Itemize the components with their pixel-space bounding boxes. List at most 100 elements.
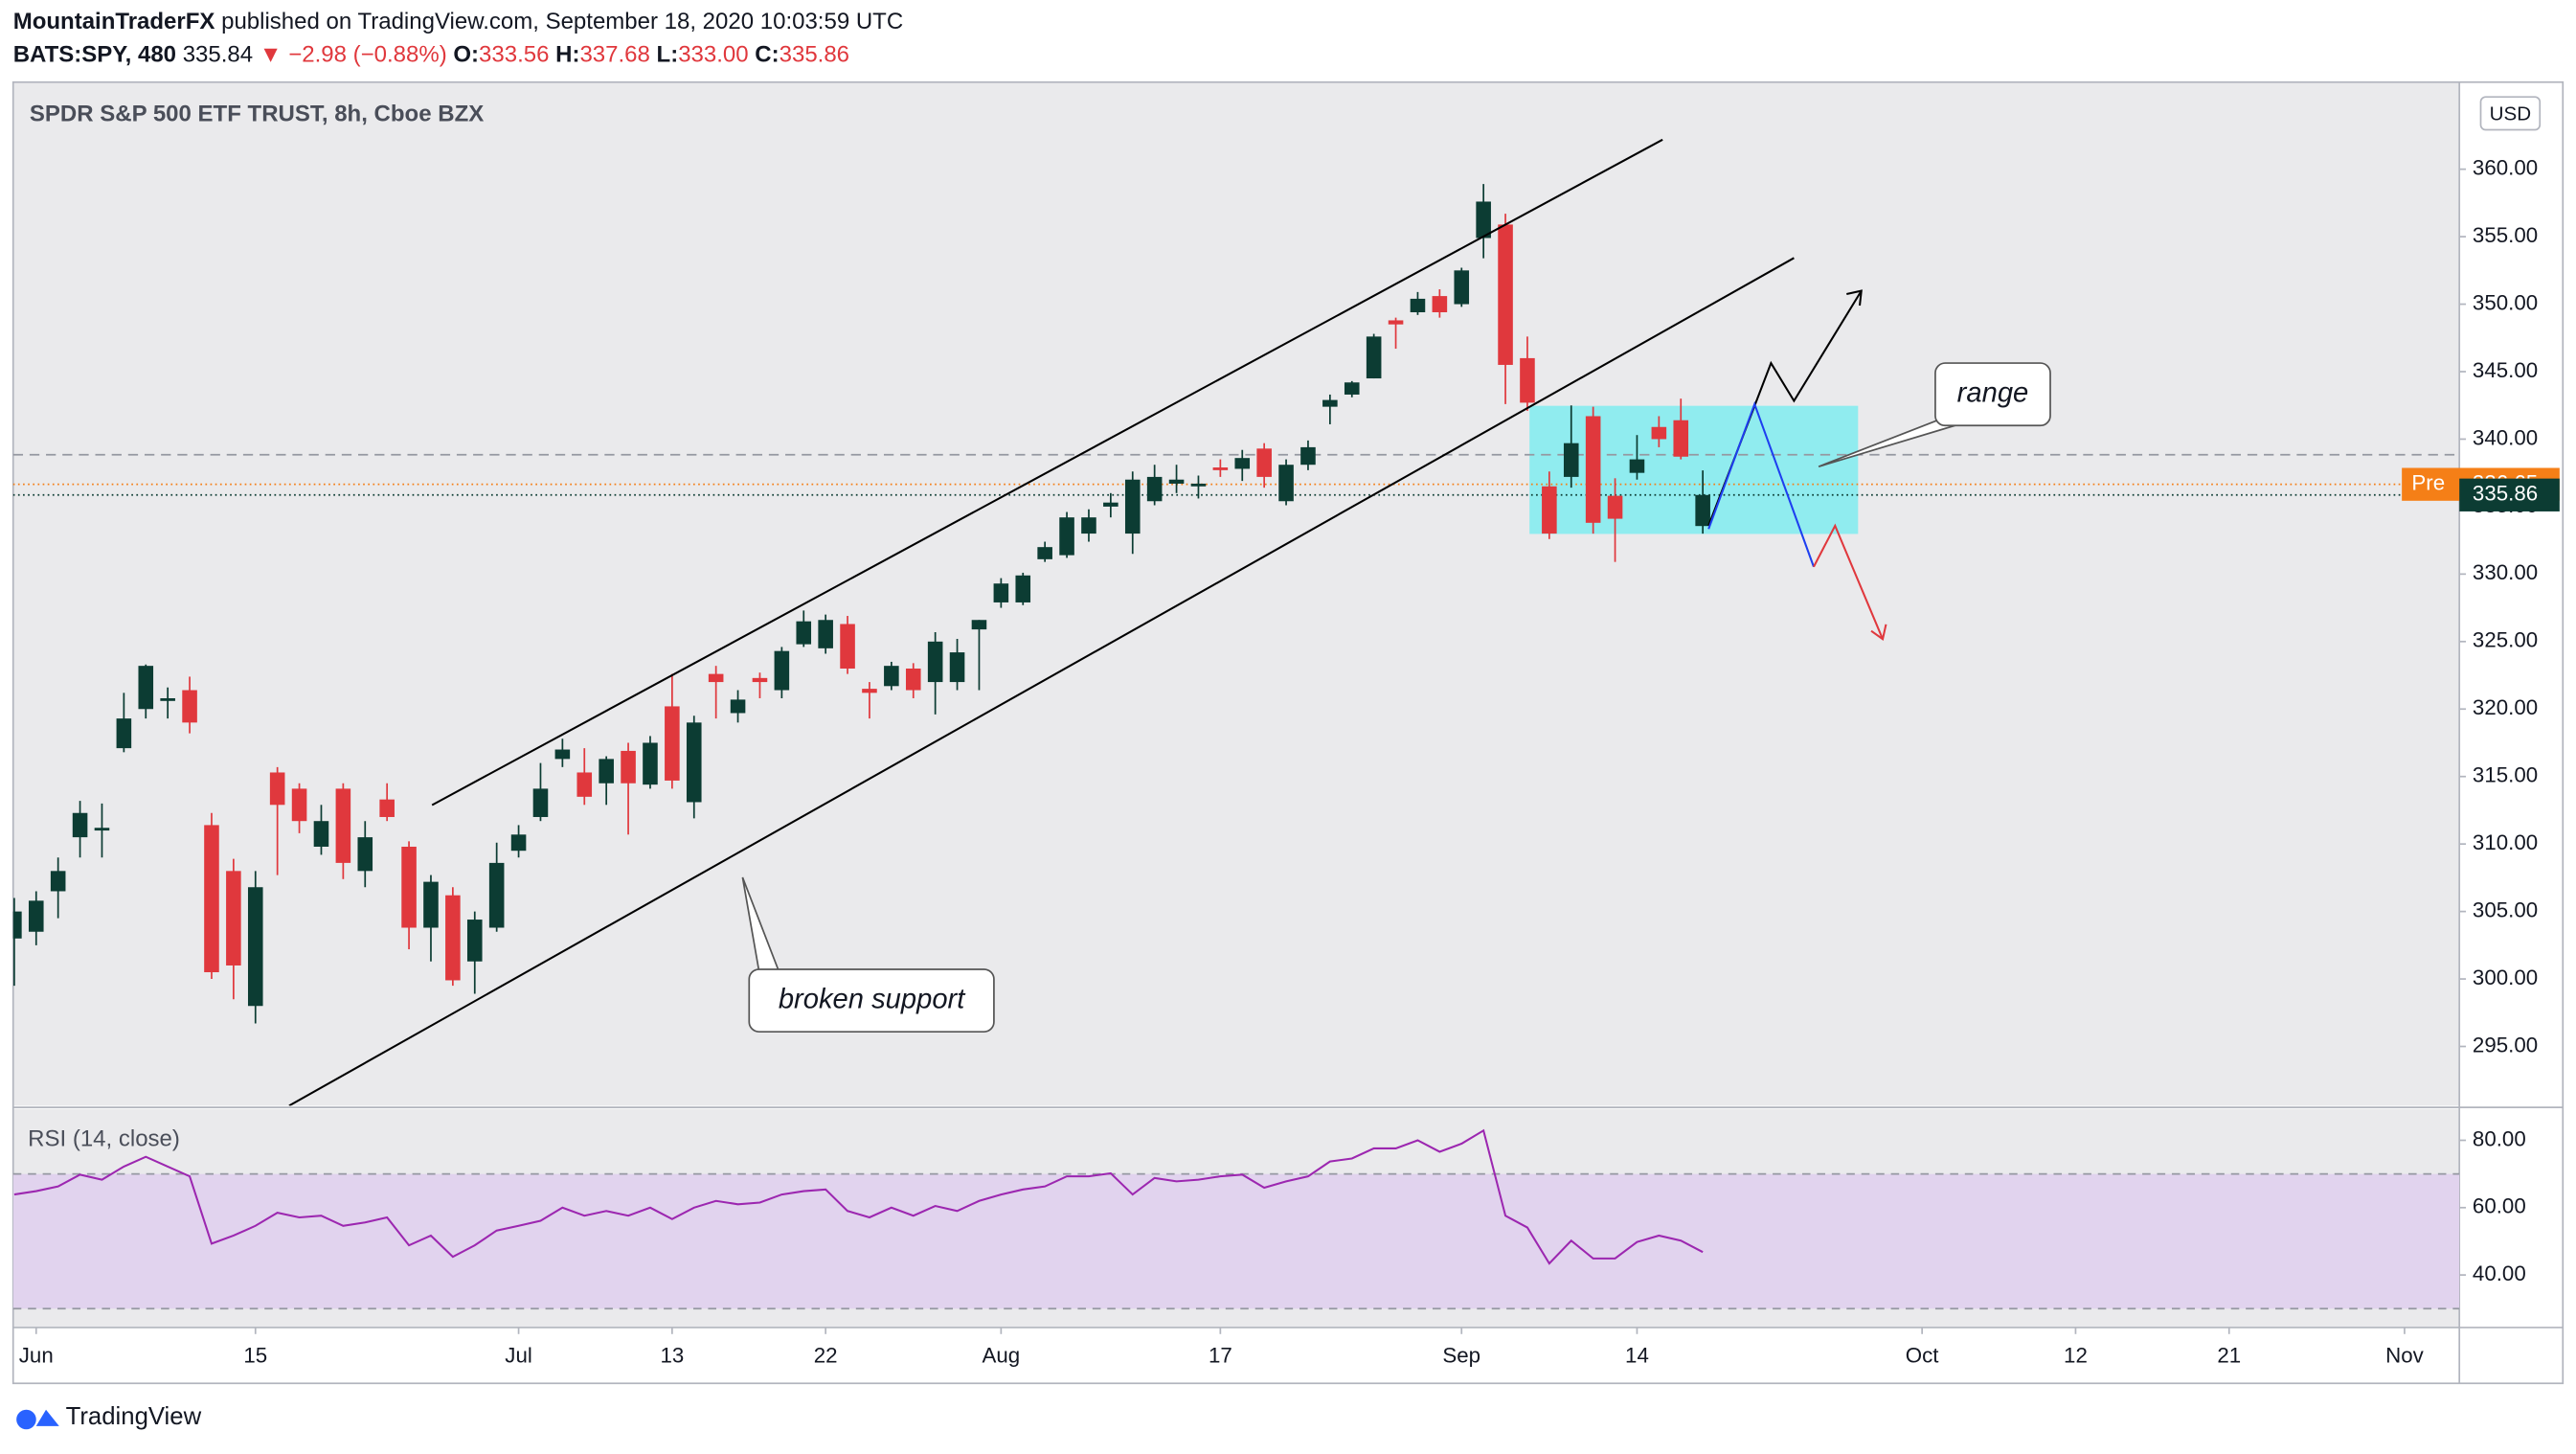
y-tick-label: 330.00 — [2473, 560, 2538, 584]
candle-body — [1059, 517, 1074, 556]
candle-body — [1081, 517, 1096, 534]
arrowhead — [1870, 624, 1887, 641]
candle-body — [1410, 298, 1426, 313]
y-tick-label: 355.00 — [2473, 223, 2538, 247]
y-tick-label: 360.00 — [2473, 156, 2538, 180]
candle-body — [466, 920, 483, 962]
price-label-name: Pre — [2411, 471, 2445, 495]
chart-title: SPDR S&P 500 ETF TRUST, 8h, Cboe BZX — [30, 101, 484, 126]
last: 335.84 — [183, 42, 253, 68]
candle-body — [621, 750, 636, 784]
rsi-band — [12, 1173, 2460, 1309]
x-tick-label: 13 — [660, 1344, 684, 1368]
candle-body — [1542, 486, 1557, 534]
candle-body — [160, 697, 175, 701]
y-tick-label: 310.00 — [2473, 830, 2538, 854]
candle-body — [28, 900, 44, 932]
x-tick-label: 14 — [1625, 1344, 1649, 1368]
candle-body — [796, 621, 812, 645]
callout-pointer — [741, 876, 780, 972]
rsi-layer — [12, 1128, 2460, 1310]
candle-body — [12, 911, 22, 939]
range-box — [1529, 405, 1859, 534]
candle-body — [247, 887, 263, 1007]
symbol: BATS:SPY, 480 — [13, 42, 176, 68]
path-range — [1707, 400, 1815, 568]
brand: TradingView — [66, 1403, 202, 1430]
symbol-line: BATS:SPY, 480 335.84 ▼ −2.98 (−0.88%) O:… — [13, 42, 849, 68]
candle-body — [993, 583, 1009, 602]
candle-body — [1563, 443, 1579, 477]
ohlc-label: C: — [755, 42, 779, 68]
candle-body — [1322, 399, 1338, 407]
x-tick-label: 22 — [814, 1344, 838, 1368]
arrowhead — [1846, 289, 1863, 307]
candle-body — [1190, 483, 1207, 487]
frame — [11, 80, 2565, 1385]
y-tick-label: 315.00 — [2473, 763, 2538, 787]
x-tick-label: Aug — [983, 1344, 1021, 1368]
axes: 295.00 300.00 305.00 310.00 315.00 320.00 325.… — [19, 156, 2560, 1368]
price-back — [12, 405, 2460, 534]
publisher: MountainTraderFX — [13, 9, 215, 34]
candle-body — [1103, 502, 1119, 507]
currency-box — [2479, 96, 2542, 131]
y-tick-label: 295.00 — [2473, 1033, 2538, 1056]
candle-body — [510, 834, 527, 852]
x-tick-label: Sep — [1442, 1344, 1480, 1368]
candle-body — [445, 895, 461, 981]
x-tick-label: Jul — [505, 1344, 532, 1368]
annotation: broken support — [779, 984, 966, 1014]
y-tick-label: 345.00 — [2473, 358, 2538, 382]
candle-body — [291, 788, 307, 822]
candles — [12, 184, 1710, 1024]
x-tick-label: Oct — [1906, 1344, 1939, 1368]
candle-body — [686, 722, 702, 803]
candle-body — [1476, 201, 1491, 239]
candle-body — [1300, 446, 1316, 466]
ohlc-value: 335.86 — [780, 42, 849, 68]
channel-lower — [288, 257, 1795, 1106]
candle-body — [884, 666, 899, 687]
candle-body — [1278, 465, 1294, 502]
candle-body — [730, 699, 746, 714]
candle-body — [1168, 479, 1185, 484]
candle-body — [1234, 458, 1251, 469]
candle-body — [1344, 382, 1360, 395]
candle-body — [905, 668, 921, 691]
price-label-box — [2459, 478, 2560, 511]
candle-body — [643, 742, 658, 785]
logo — [16, 1409, 59, 1430]
ohlc-label: O: — [453, 42, 479, 68]
candle-body — [182, 690, 197, 723]
candle-body — [1585, 416, 1601, 523]
header-line: MountainTraderFX published on TradingVie… — [13, 9, 903, 34]
candle-body — [488, 862, 505, 928]
y-tick-label: 350.00 — [2473, 290, 2538, 314]
candle-body — [1388, 320, 1404, 325]
candle-body — [94, 828, 110, 831]
annotation: range — [1957, 377, 2029, 408]
x-tick-label: 21 — [2217, 1344, 2241, 1368]
candle-body — [1454, 270, 1470, 305]
candle-body — [116, 718, 132, 749]
x-tick-label: 12 — [2064, 1344, 2088, 1368]
candle-body — [752, 677, 768, 683]
candle-body — [1498, 224, 1513, 365]
rsi-tick-label: 80.00 — [2473, 1126, 2526, 1150]
arrow: ▼ — [260, 42, 282, 68]
callout-box — [748, 968, 995, 1034]
candle-body — [1146, 476, 1163, 502]
candle-body — [1037, 547, 1052, 559]
ohlc-value: 337.68 — [579, 42, 649, 68]
x-tick-label: Jun — [19, 1344, 54, 1368]
y-tick-label: 305.00 — [2473, 897, 2538, 921]
drawings — [288, 138, 2051, 1106]
y-tick-label: 300.00 — [2473, 966, 2538, 989]
candle-body — [1673, 420, 1689, 457]
x-tick-label: 17 — [1209, 1344, 1232, 1368]
published: published on TradingView.com, September … — [221, 9, 903, 34]
candle-body — [1520, 357, 1535, 403]
